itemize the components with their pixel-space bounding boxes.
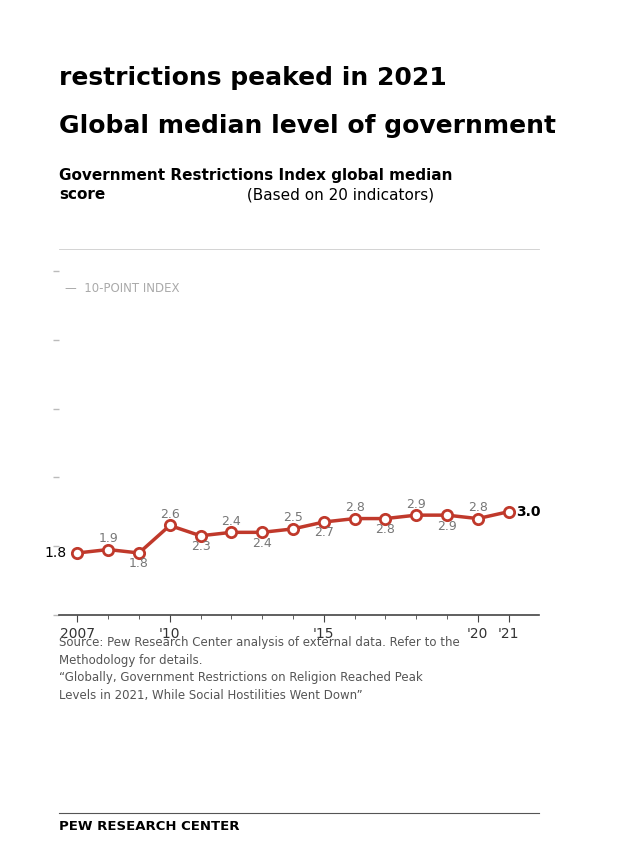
Text: 1.8: 1.8 — [45, 546, 66, 560]
Point — [288, 522, 298, 536]
Point — [196, 529, 206, 543]
Text: —  10-POINT INDEX: — 10-POINT INDEX — [65, 281, 180, 295]
Text: Global median level of government: Global median level of government — [59, 114, 556, 138]
Text: 2.4: 2.4 — [252, 537, 272, 550]
Text: 2.7: 2.7 — [314, 526, 334, 539]
Text: 2.4: 2.4 — [221, 515, 241, 528]
Text: PEW RESEARCH CENTER: PEW RESEARCH CENTER — [59, 820, 239, 832]
Point — [473, 512, 483, 525]
Point — [442, 508, 452, 522]
Point — [103, 543, 113, 556]
Point — [503, 505, 513, 519]
Text: 2.8: 2.8 — [345, 501, 365, 514]
Point — [319, 515, 329, 529]
Text: 2.9: 2.9 — [437, 519, 457, 532]
Point — [134, 546, 144, 560]
Text: Government Restrictions Index global median
score: Government Restrictions Index global med… — [59, 168, 453, 202]
Text: 3.0: 3.0 — [516, 505, 541, 519]
Text: 2.8: 2.8 — [376, 523, 396, 536]
Point — [411, 508, 421, 522]
Text: 2.9: 2.9 — [406, 498, 426, 511]
Text: restrictions peaked in 2021: restrictions peaked in 2021 — [59, 66, 446, 90]
Text: 1.9: 1.9 — [99, 532, 118, 545]
Text: 2.5: 2.5 — [283, 512, 303, 525]
Text: 2.3: 2.3 — [191, 540, 210, 553]
Point — [350, 512, 360, 525]
Text: 1.8: 1.8 — [129, 557, 149, 570]
Text: (Based on 20 indicators): (Based on 20 indicators) — [242, 187, 434, 202]
Text: 2.6: 2.6 — [160, 508, 180, 521]
Point — [73, 546, 82, 560]
Point — [381, 512, 391, 525]
Text: 2.8: 2.8 — [468, 501, 488, 514]
Point — [165, 519, 175, 532]
Point — [257, 525, 267, 539]
Text: Source: Pew Research Center analysis of external data. Refer to the
Methodology : Source: Pew Research Center analysis of … — [59, 636, 459, 702]
Point — [226, 525, 236, 539]
